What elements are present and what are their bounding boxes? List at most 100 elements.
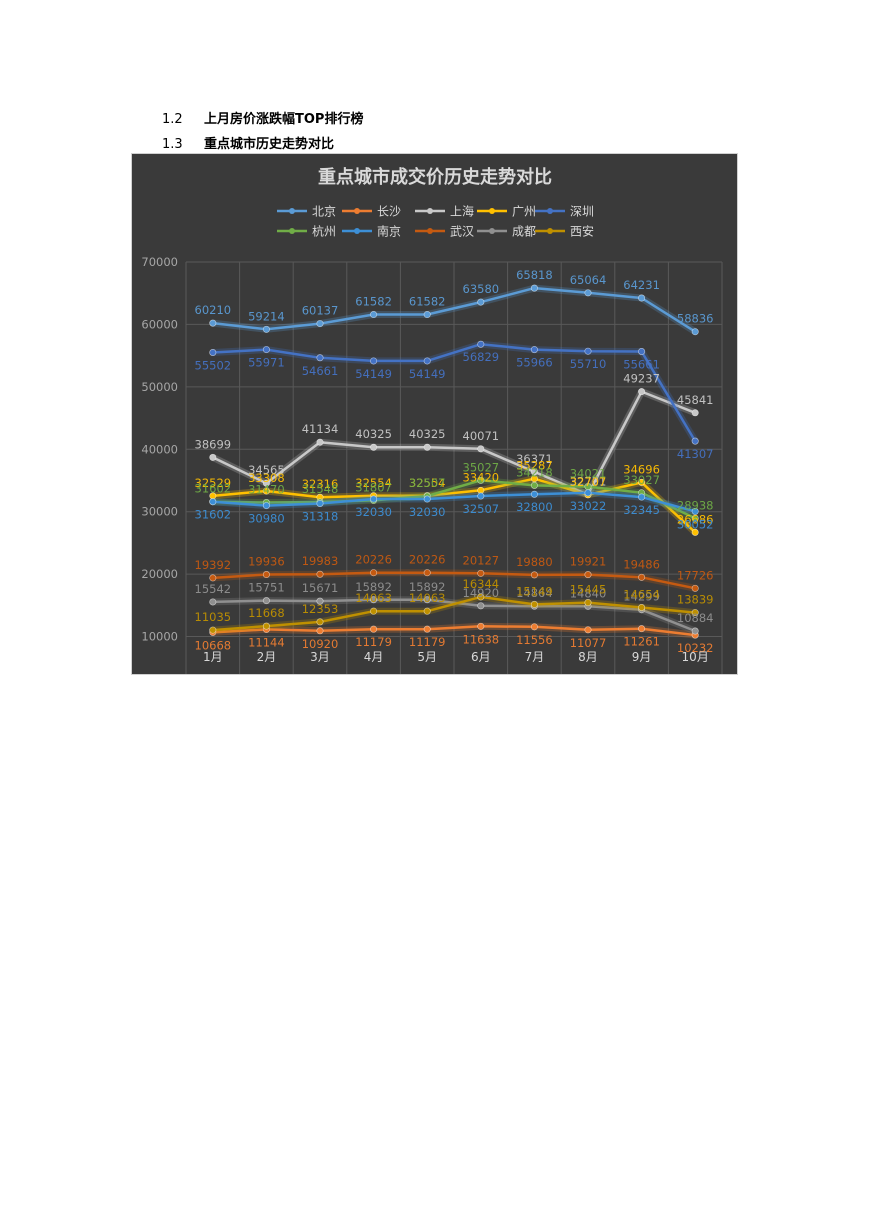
data-label: 31548 [302, 482, 339, 496]
data-point [316, 627, 324, 635]
data-label: 49237 [623, 372, 660, 386]
section-number: 1.2 [162, 112, 183, 127]
data-point [530, 490, 538, 498]
y-tick-label: 60000 [141, 317, 178, 331]
data-label: 31807 [355, 480, 392, 494]
data-label: 41134 [302, 422, 339, 436]
data-label: 31470 [248, 483, 285, 497]
legend-label: 武汉 [450, 225, 474, 239]
data-label: 19983 [302, 554, 339, 568]
legend-label: 上海 [450, 204, 474, 219]
data-point [584, 599, 592, 607]
data-label: 32707 [570, 475, 607, 489]
data-label: 55966 [516, 356, 553, 370]
data-label: 31602 [195, 508, 232, 522]
data-label: 55502 [195, 359, 232, 373]
data-label: 30980 [248, 512, 285, 526]
data-label: 33420 [463, 470, 500, 484]
section-heading-1-2: 1.2 上月房价涨跌幅TOP排行榜 [162, 108, 363, 127]
x-tick-label: 2月 [257, 650, 277, 664]
data-label: 31318 [302, 509, 339, 523]
data-label: 32529 [195, 476, 232, 490]
data-point [262, 346, 270, 354]
data-label: 36371 [516, 452, 553, 466]
data-point [370, 495, 378, 503]
legend-swatch-marker [489, 208, 495, 214]
data-label: 11668 [248, 606, 285, 620]
data-label: 15671 [302, 581, 339, 595]
data-label: 15892 [409, 580, 446, 594]
chart-title: 重点城市成交价历史走势对比 [318, 166, 552, 188]
data-point [262, 571, 270, 579]
data-label: 16344 [463, 577, 500, 591]
data-label: 55971 [248, 356, 285, 370]
data-label: 38699 [195, 437, 232, 451]
series-line [212, 342, 697, 442]
data-point [477, 340, 485, 348]
data-point [370, 311, 378, 319]
data-label: 54149 [355, 367, 392, 381]
data-label: 32507 [463, 502, 500, 516]
data-point [691, 328, 699, 336]
data-label: 64231 [623, 278, 660, 292]
legend-label: 广州 [512, 205, 536, 219]
data-point [423, 569, 431, 577]
data-label: 10232 [677, 641, 714, 655]
data-label: 19880 [516, 555, 553, 569]
data-label: 15445 [570, 583, 607, 597]
legend-label: 北京 [312, 205, 336, 219]
data-point [370, 607, 378, 615]
data-point [209, 626, 217, 634]
data-label: 32507 [409, 476, 446, 490]
data-point [477, 492, 485, 500]
data-label: 32554 [409, 476, 446, 490]
x-tick-label: 3月 [310, 650, 330, 664]
data-label: 11638 [463, 632, 500, 646]
data-point [477, 622, 485, 630]
data-label: 10920 [302, 637, 339, 651]
data-point [477, 569, 485, 577]
data-point [638, 478, 646, 486]
data-point [477, 298, 485, 306]
y-tick-label: 20000 [141, 567, 178, 581]
legend-swatch-marker [354, 208, 360, 214]
data-point [530, 468, 538, 476]
data-point [316, 597, 324, 605]
data-point [209, 498, 217, 506]
data-label: 60137 [302, 304, 339, 318]
section-title: 重点城市历史走势对比 [204, 137, 335, 152]
data-point [477, 593, 485, 601]
data-label: 59214 [248, 309, 285, 323]
legend-swatch-marker [547, 228, 553, 234]
legend-swatch-marker [547, 208, 553, 214]
legend-label: 杭州 [312, 224, 336, 239]
data-label: 11179 [355, 635, 392, 649]
data-label: 32316 [302, 477, 339, 491]
data-point [691, 627, 699, 635]
data-label: 30052 [677, 517, 714, 531]
data-label: 11077 [570, 636, 607, 650]
data-label: 31602 [195, 482, 232, 496]
data-label: 10668 [195, 638, 232, 652]
legend-label: 南京 [377, 224, 401, 239]
data-point [370, 443, 378, 451]
data-point [691, 528, 699, 536]
data-point [530, 571, 538, 579]
data-label: 14063 [409, 591, 446, 605]
data-point [370, 596, 378, 604]
data-point [638, 625, 646, 633]
data-label: 14864 [516, 586, 553, 600]
data-point [423, 443, 431, 451]
data-point [423, 495, 431, 503]
x-tick-label: 7月 [525, 650, 545, 664]
data-point [477, 476, 485, 484]
section-number: 1.3 [162, 137, 183, 152]
data-label: 34565 [248, 463, 285, 477]
data-label: 14654 [623, 587, 660, 601]
data-label: 33027 [623, 473, 660, 487]
section-heading-1-3: 1.3 重点城市历史走势对比 [162, 133, 334, 152]
data-label: 19921 [570, 555, 607, 569]
data-point [262, 479, 270, 487]
data-label: 61582 [409, 295, 446, 309]
series-line [212, 286, 696, 333]
